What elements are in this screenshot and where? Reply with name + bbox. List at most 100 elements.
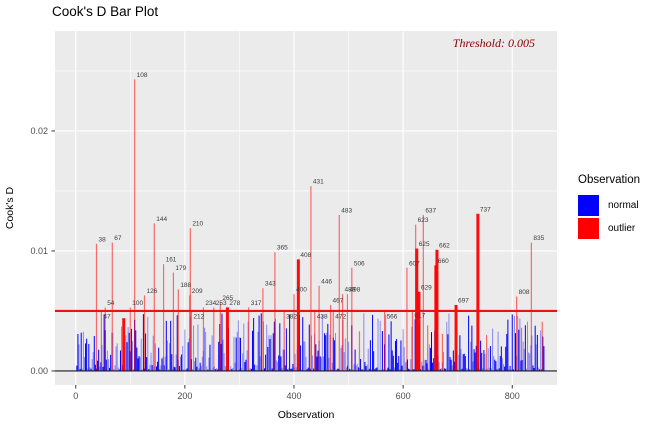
normal-bar — [367, 348, 369, 371]
outlier-bar — [111, 242, 113, 371]
normal-bar — [355, 365, 357, 371]
normal-bar — [295, 367, 297, 371]
normal-bar — [494, 359, 496, 371]
normal-bar — [181, 354, 183, 371]
outlier-bar — [134, 79, 136, 371]
normal-bar — [501, 358, 503, 371]
normal-bar — [268, 335, 270, 371]
normal-bar — [102, 366, 104, 371]
normal-bar — [118, 369, 120, 371]
normal-bar — [537, 367, 539, 371]
normal-bar — [475, 345, 477, 371]
normal-bar — [529, 353, 531, 371]
normal-bar — [267, 346, 269, 371]
normal-bar — [130, 328, 132, 371]
normal-bar — [159, 369, 161, 371]
normal-bar — [237, 320, 239, 371]
normal-bar — [308, 324, 310, 371]
outlier-bar — [358, 331, 361, 371]
outlier-bar — [262, 288, 264, 371]
outlier-bar — [338, 214, 340, 371]
outlier-label: 161 — [166, 257, 177, 264]
outlier-label: 483 — [341, 207, 352, 214]
outlier-bar — [296, 259, 300, 371]
normal-bar — [87, 368, 89, 371]
normal-bar — [492, 328, 494, 371]
outlier-label: 489 — [345, 287, 356, 294]
normal-bar — [321, 314, 323, 371]
normal-bar — [320, 357, 322, 371]
normal-bar — [316, 356, 318, 371]
normal-bar — [481, 352, 483, 371]
normal-bar — [137, 358, 139, 371]
normal-bar — [377, 318, 379, 371]
y-axis-title: Cook's D — [4, 186, 16, 230]
normal-bar — [443, 351, 445, 371]
normal-bar — [300, 345, 302, 371]
normal-bar — [76, 365, 78, 371]
normal-bar — [315, 344, 317, 371]
normal-bar — [357, 367, 359, 371]
outlier-label: 400 — [296, 287, 307, 294]
outlier-bar — [520, 327, 523, 371]
normal-bar — [333, 340, 335, 371]
normal-bar — [479, 368, 481, 371]
normal-bar — [286, 369, 288, 371]
normal-bar — [421, 361, 423, 371]
normal-bar — [208, 357, 210, 371]
outlier-bar — [95, 243, 98, 371]
normal-bar — [525, 368, 527, 371]
normal-bar — [106, 350, 108, 371]
normal-bar — [467, 368, 469, 371]
normal-bar — [471, 325, 473, 371]
normal-bar — [387, 367, 389, 371]
normal-bar — [350, 369, 352, 371]
normal-bar — [187, 342, 189, 371]
normal-bar — [495, 361, 497, 371]
normal-bar — [469, 369, 471, 371]
normal-bar — [97, 360, 99, 371]
normal-bar — [229, 369, 231, 371]
normal-bar — [398, 356, 400, 371]
normal-bar — [103, 314, 105, 371]
normal-bar — [409, 369, 411, 371]
normal-bar — [79, 368, 81, 371]
normal-bar — [198, 368, 200, 371]
normal-bar — [511, 314, 513, 371]
normal-bar — [252, 330, 254, 371]
legend-title: Observation — [578, 174, 641, 186]
normal-bar — [264, 368, 266, 371]
normal-bar — [154, 343, 156, 371]
normal-bar — [376, 367, 378, 371]
normal-bar — [444, 368, 446, 371]
normal-bar — [328, 357, 330, 371]
normal-bar — [337, 368, 339, 371]
normal-bar — [78, 344, 80, 371]
normal-bar — [231, 368, 233, 371]
outlier-label: 625 — [419, 241, 430, 248]
normal-bar — [145, 333, 147, 371]
normal-bar — [105, 359, 107, 371]
legend-item-outlier: outlier — [578, 217, 640, 239]
outlier-label: 317 — [251, 300, 262, 307]
normal-bar — [266, 324, 268, 371]
normal-bar — [539, 369, 541, 371]
normal-bar — [160, 365, 162, 371]
normal-bar — [158, 347, 160, 371]
normal-bar — [201, 356, 203, 371]
normal-bar — [107, 359, 109, 371]
outlier-label: 607 — [409, 260, 420, 267]
normal-bar — [429, 347, 431, 371]
normal-bar — [133, 368, 135, 371]
x-axis-title: Observation — [277, 409, 335, 421]
legend-item-normal: normal — [578, 194, 640, 216]
normal-bar — [428, 344, 430, 371]
outlier-label: 67 — [114, 235, 122, 242]
normal-bar — [193, 325, 195, 371]
x-tick-label: 600 — [396, 391, 411, 401]
normal-bar — [474, 352, 476, 371]
normal-bar — [360, 359, 362, 371]
normal-bar — [114, 365, 116, 371]
outlier-bar — [238, 337, 241, 371]
